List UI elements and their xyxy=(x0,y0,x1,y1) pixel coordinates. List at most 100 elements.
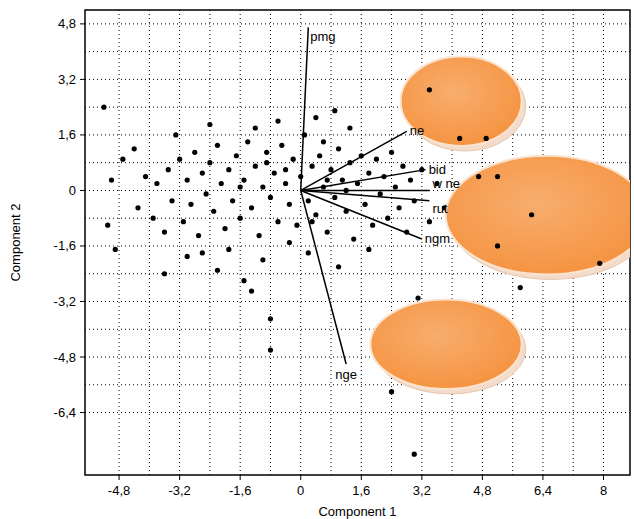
highlight-ellipse xyxy=(401,56,522,146)
y-tick xyxy=(80,23,85,24)
point xyxy=(378,191,383,196)
point xyxy=(151,216,156,221)
point xyxy=(366,170,371,175)
y-axis-title: Component 2 xyxy=(8,203,23,281)
point-over xyxy=(495,243,500,248)
loading-vector xyxy=(301,190,430,200)
point xyxy=(113,247,118,252)
point xyxy=(181,219,186,224)
point xyxy=(226,247,231,252)
point xyxy=(253,164,258,169)
x-tick xyxy=(119,475,120,480)
x-tick xyxy=(542,475,543,480)
vector-label: pmg xyxy=(310,29,335,44)
point xyxy=(389,389,394,394)
point xyxy=(408,177,413,182)
point xyxy=(476,174,481,179)
loading-vector xyxy=(301,190,346,364)
point xyxy=(370,223,375,228)
point xyxy=(340,177,345,182)
ellipse-gloss xyxy=(401,56,522,146)
point xyxy=(415,295,420,300)
x-tick-label: 1,6 xyxy=(352,483,370,498)
point xyxy=(135,205,140,210)
minor-grid-line xyxy=(85,329,630,330)
point xyxy=(169,198,174,203)
y-tick-label: -6,4 xyxy=(54,405,76,420)
loading-vector xyxy=(301,170,426,191)
point xyxy=(313,212,318,217)
point xyxy=(215,143,220,148)
point-over xyxy=(529,212,534,217)
point xyxy=(427,87,432,92)
point xyxy=(272,170,277,175)
point xyxy=(317,153,322,158)
point xyxy=(268,347,273,352)
point-over xyxy=(476,174,481,179)
minor-grid-line xyxy=(270,10,271,475)
point xyxy=(294,223,299,228)
point xyxy=(264,160,269,165)
x-tick xyxy=(179,475,180,480)
ellipses xyxy=(370,56,630,393)
vector-label: ngm xyxy=(425,231,450,246)
point xyxy=(143,174,148,179)
points-over xyxy=(427,87,603,266)
point xyxy=(196,233,201,238)
y-tick-label: 0 xyxy=(69,183,76,198)
minor-grid-line xyxy=(85,107,630,108)
grid-line xyxy=(179,10,180,475)
point xyxy=(249,205,254,210)
point xyxy=(321,139,326,144)
y-tick-label: 4,8 xyxy=(58,16,76,31)
point xyxy=(389,150,394,155)
point xyxy=(336,146,341,151)
point xyxy=(495,174,500,179)
point xyxy=(325,177,330,182)
x-tick-label: -4,8 xyxy=(108,483,130,498)
minor-grid-line xyxy=(391,10,392,475)
vector-label: w ne xyxy=(431,176,459,191)
y-tick xyxy=(80,79,85,80)
point xyxy=(200,170,205,175)
point xyxy=(291,157,296,162)
y-tick-label: -1,6 xyxy=(54,238,76,253)
point xyxy=(518,285,523,290)
highlight-ellipse xyxy=(370,299,521,389)
point-over xyxy=(597,261,602,266)
point xyxy=(238,184,243,189)
point xyxy=(268,195,273,200)
point xyxy=(249,288,254,293)
point xyxy=(253,125,258,130)
point xyxy=(166,167,171,172)
y-tick xyxy=(80,190,85,191)
point xyxy=(328,167,333,172)
minor-grid-line xyxy=(85,51,630,52)
minor-grid-line xyxy=(331,10,332,475)
point xyxy=(385,216,390,221)
point xyxy=(332,108,337,113)
point xyxy=(275,118,280,123)
data xyxy=(101,27,630,456)
x-tick-label: -3,2 xyxy=(168,483,190,498)
point xyxy=(188,202,193,207)
point xyxy=(397,205,402,210)
point xyxy=(230,198,235,203)
point xyxy=(109,177,114,182)
vector-label: bid xyxy=(429,162,446,177)
y-tick-label: -4,8 xyxy=(54,350,76,365)
y-tick-label: 3,2 xyxy=(58,72,76,87)
point xyxy=(207,122,212,127)
point xyxy=(177,157,182,162)
point xyxy=(154,181,159,186)
y-tick xyxy=(80,245,85,246)
point xyxy=(101,105,106,110)
point xyxy=(162,271,167,276)
point xyxy=(234,153,239,158)
loading-vector xyxy=(301,27,309,190)
point xyxy=(185,177,190,182)
x-axis-title: Component 1 xyxy=(318,504,396,519)
point xyxy=(211,209,216,214)
ellipse-gloss xyxy=(370,299,521,389)
point xyxy=(306,198,311,203)
